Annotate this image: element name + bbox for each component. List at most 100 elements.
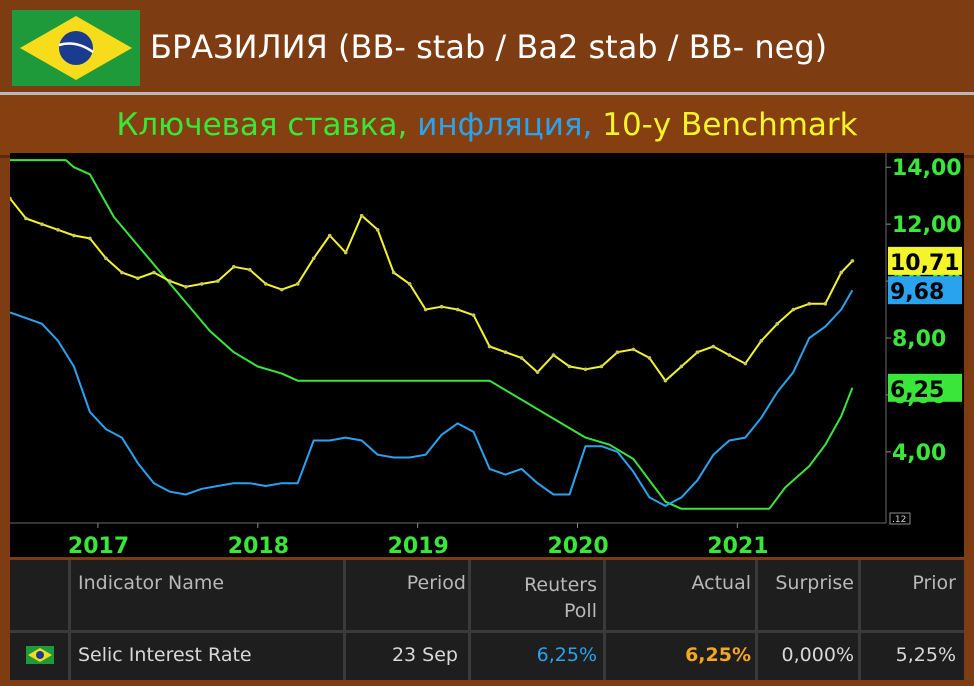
- header-surprise[interactable]: Surprise: [775, 572, 854, 594]
- series-point: [551, 353, 556, 357]
- axis-marker: .12: [892, 515, 906, 525]
- series-point: [88, 236, 92, 241]
- row-indicator-name[interactable]: Selic Interest Rate: [78, 644, 252, 666]
- series-point: [40, 222, 44, 226]
- series-point: [24, 216, 28, 221]
- series-point: [375, 228, 380, 232]
- column-divider: [343, 560, 346, 680]
- series-point: [743, 361, 748, 366]
- series-point: [711, 344, 716, 349]
- series-point: [519, 356, 524, 360]
- row-period: 23 Sep: [391, 644, 458, 666]
- column-divider: [603, 560, 606, 680]
- axis-marker-box: [889, 512, 911, 525]
- series-point: [679, 364, 684, 369]
- series-point: [152, 270, 156, 275]
- series-point: [391, 270, 396, 275]
- y-tick-label: 4,00: [892, 441, 946, 466]
- series-point: [56, 228, 60, 232]
- series-line-2: [9, 197, 854, 382]
- series-point: [567, 364, 572, 369]
- series-point: [455, 307, 460, 312]
- y-tick-label: 12,00: [892, 213, 962, 238]
- subtitle-key-rate: Ключевая ставка,: [116, 107, 408, 143]
- series-point: [104, 256, 108, 261]
- series-point: [535, 370, 540, 374]
- end-label-box: [888, 246, 962, 275]
- end-label-text: 9,68: [890, 280, 944, 305]
- header-reuters-poll[interactable]: Reuters Poll: [524, 574, 597, 622]
- series-point: [599, 364, 604, 369]
- series-point: [775, 321, 780, 326]
- series-point: [631, 347, 636, 352]
- end-label-box: [888, 373, 962, 402]
- series-point: [727, 353, 732, 357]
- column-divider: [755, 560, 758, 680]
- series-point: [807, 302, 812, 306]
- series-point: [72, 233, 76, 238]
- header-indicator-name[interactable]: Indicator Name: [78, 572, 225, 594]
- row-reuters-poll: 6,25%: [536, 644, 597, 666]
- column-divider: [68, 560, 71, 680]
- series-point: [136, 276, 140, 281]
- series-line-0: [10, 159, 854, 510]
- series-point: [647, 356, 652, 360]
- column-divider: [858, 560, 861, 680]
- series-point: [471, 313, 476, 318]
- x-tick-label: 2018: [228, 534, 289, 557]
- page-title: БРАЗИЛИЯ (BB- stab / Ba2 stab / BB- neg): [150, 28, 828, 66]
- indicator-table: [10, 560, 964, 680]
- series-point: [263, 282, 268, 286]
- series-point: [663, 378, 668, 383]
- series-point: [615, 350, 620, 355]
- series-point: [231, 265, 236, 269]
- row-prior: 5,25%: [895, 644, 956, 666]
- series-point: [407, 282, 412, 286]
- series-point: [168, 279, 172, 283]
- series-point: [759, 339, 764, 343]
- y-tick-label: 8,00: [892, 327, 946, 352]
- series-point: [487, 344, 492, 349]
- y-tick-label: 14,00: [892, 156, 962, 181]
- row-surprise: 0,000%: [781, 644, 854, 666]
- series-point: [184, 284, 188, 289]
- chart-area: 4,006,008,0010,0012,0014,002017201820192…: [8, 153, 964, 559]
- series-point: [503, 350, 508, 355]
- x-tick-label: 2021: [707, 534, 768, 557]
- series-point: [359, 213, 364, 218]
- series-point: [850, 259, 855, 263]
- header-period[interactable]: Period: [406, 572, 466, 594]
- series-point: [8, 196, 12, 201]
- end-label-box: [888, 276, 962, 305]
- chart-subtitle: Ключевая ставка, инфляция, 10-y Benchmar…: [0, 92, 974, 158]
- right-axis-background: [886, 153, 964, 557]
- series-point: [247, 267, 252, 272]
- series-point: [583, 367, 588, 372]
- series-point: [695, 350, 700, 355]
- series-point: [327, 233, 332, 238]
- series-point: [343, 250, 348, 255]
- brazil-flag-icon: [12, 10, 140, 86]
- table-divider: [10, 630, 964, 633]
- header-prior[interactable]: Prior: [912, 572, 956, 594]
- subtitle-inflation: инфляция,: [407, 107, 593, 143]
- series-point: [311, 256, 316, 261]
- series-point: [839, 270, 844, 275]
- series-point: [423, 307, 428, 312]
- line-chart: 4,006,008,0010,0012,0014,002017201820192…: [8, 153, 964, 559]
- series-line-1: [9, 289, 854, 507]
- series-point: [791, 307, 796, 312]
- series-point: [120, 270, 124, 275]
- series-point: [823, 302, 828, 306]
- header-actual[interactable]: Actual: [691, 572, 751, 594]
- series-point: [216, 279, 220, 283]
- end-label-text: 6,25: [890, 378, 944, 403]
- column-divider: [468, 560, 471, 680]
- subtitle-benchmark: 10-y Benchmark: [592, 107, 858, 143]
- plot-background: [10, 153, 886, 523]
- series-point: [295, 282, 300, 286]
- x-tick-label: 2019: [388, 534, 449, 557]
- series-point: [200, 282, 204, 286]
- bottom-axis-background: [10, 523, 964, 557]
- end-label-text: 10,71: [890, 251, 960, 276]
